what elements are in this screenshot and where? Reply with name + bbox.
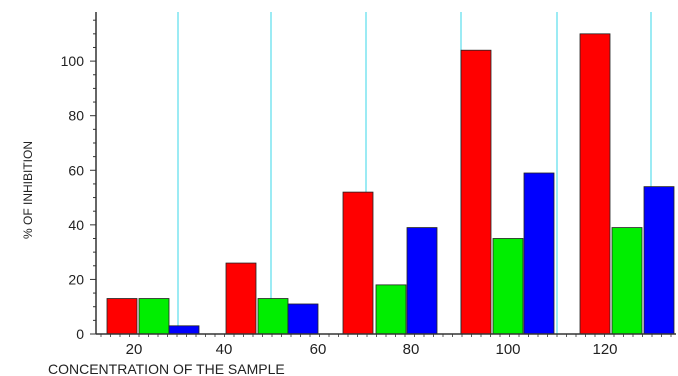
y-tick-label: 40 <box>68 217 84 233</box>
bar <box>492 238 524 335</box>
x-axis-ticks: 20 40 60 80 100 120 <box>100 334 672 358</box>
y-axis-label: % OF INHIBITION <box>21 141 35 239</box>
x-tick-label: 20 <box>126 341 143 358</box>
x-tick-label: 120 <box>592 341 617 358</box>
bar <box>257 298 289 335</box>
y-tick-label: 20 <box>68 271 84 287</box>
x-tick-label: 80 <box>403 341 420 358</box>
y-axis-ticks: 0 20 40 60 80 100 <box>61 19 96 342</box>
y-tick-label: 0 <box>76 326 84 342</box>
x-axis-label: CONCENTRATION OF THE SAMPLE <box>48 361 285 376</box>
y-tick-label: 60 <box>68 162 84 178</box>
bar <box>138 298 170 335</box>
bar <box>523 172 555 335</box>
x-tick-label: 40 <box>216 341 233 358</box>
bar <box>643 186 675 335</box>
bar <box>342 191 374 335</box>
bar <box>287 303 319 335</box>
y-tick-label: 100 <box>61 53 85 69</box>
x-tick-label: 100 <box>495 341 520 358</box>
x-tick-label: 60 <box>310 341 327 358</box>
y-tick-label: 80 <box>68 108 84 124</box>
bar <box>375 284 407 335</box>
bar <box>106 298 138 335</box>
bar <box>611 227 643 335</box>
bars <box>106 33 675 335</box>
bar <box>225 262 257 335</box>
bar <box>406 227 438 335</box>
bar <box>579 33 611 335</box>
bar <box>460 49 492 335</box>
bar <box>168 325 200 335</box>
